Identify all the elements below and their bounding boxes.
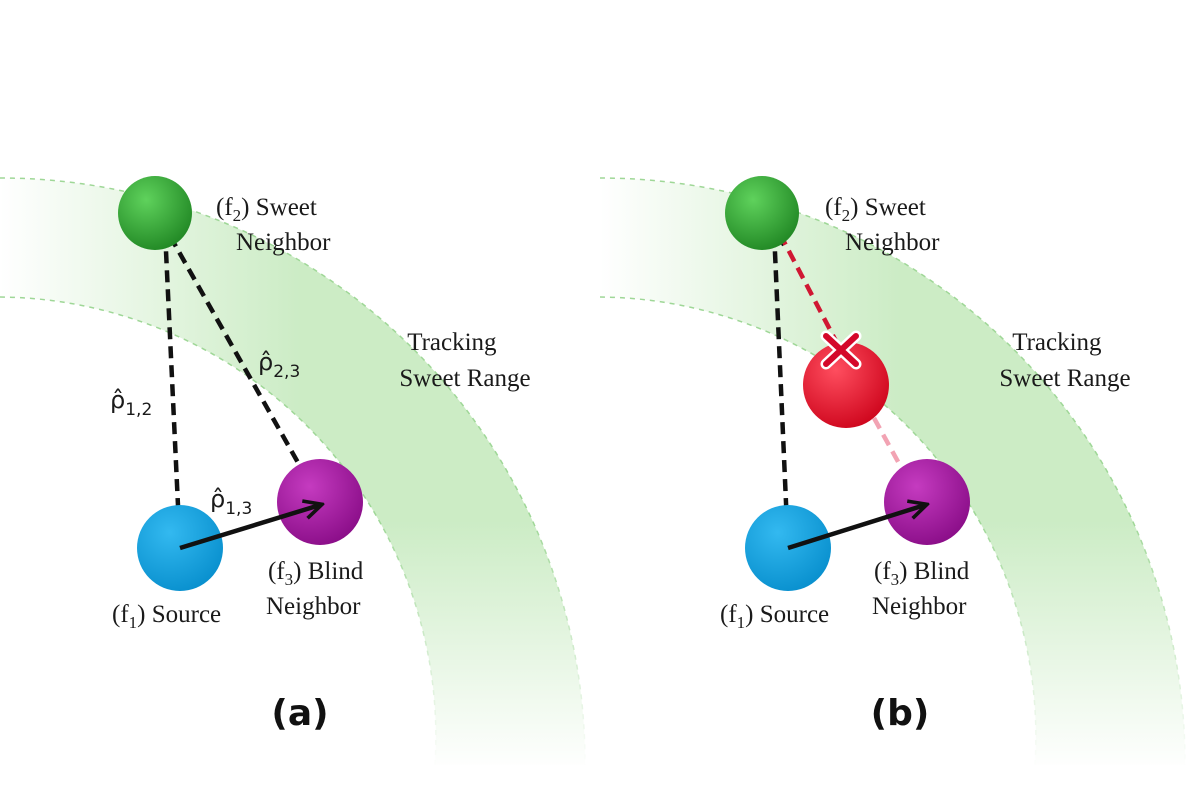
rho-2-3-label: ρ̂2,3 (258, 348, 300, 382)
arrow-source-to-blind (787, 505, 925, 551)
blind-neighbor-label: (f3) Blind Neighbor (266, 558, 370, 620)
arrow-source-to-blind (179, 505, 320, 551)
sweet-range-band (0, 177, 600, 770)
range-label-line-2: Sweet Range (399, 365, 530, 392)
range-label: Tracking Sweet Range (399, 329, 530, 392)
range-label: Tracking Sweet Range (999, 329, 1130, 392)
source-label: (f1) Source (720, 601, 829, 632)
range-label-line-1: Tracking (407, 329, 497, 356)
sweet-neighbor-node (725, 176, 799, 250)
blind-neighbor-label: (f3) Blind Neighbor (872, 558, 976, 620)
panel-caption: (a) (271, 693, 328, 734)
panel-caption: (b) (871, 693, 930, 734)
panel-a: Tracking Sweet Range (f2) Sweet Neighbor… (0, 176, 600, 770)
panel-b: Tracking Sweet Range (f2) Sweet Neighbor… (599, 176, 1200, 770)
sweet-neighbor-node (118, 176, 192, 250)
range-label-line-1: Tracking (1012, 329, 1102, 356)
sweet-neighbor-label: (f2) Sweet Neighbor (825, 194, 940, 256)
arrow-source-to-sweet (165, 230, 183, 549)
x-cross-icon (820, 330, 862, 370)
arrow-sweet-to-blind (168, 234, 318, 498)
sweet-neighbor-label: (f2) Sweet Neighbor (216, 194, 331, 256)
blind-neighbor-node (884, 459, 970, 545)
blind-neighbor-node (277, 459, 363, 545)
source-label: (f1) Source (112, 601, 221, 632)
rho-1-3-label: ρ̂1,3 (210, 485, 252, 519)
sweet-range-band (599, 177, 1200, 770)
blocked-arrow-sweet-to-blind (778, 232, 840, 347)
arrow-source-to-sweet (774, 230, 791, 549)
range-label-line-2: Sweet Range (999, 365, 1130, 392)
rho-1-2-label: ρ̂1,2 (110, 386, 152, 420)
